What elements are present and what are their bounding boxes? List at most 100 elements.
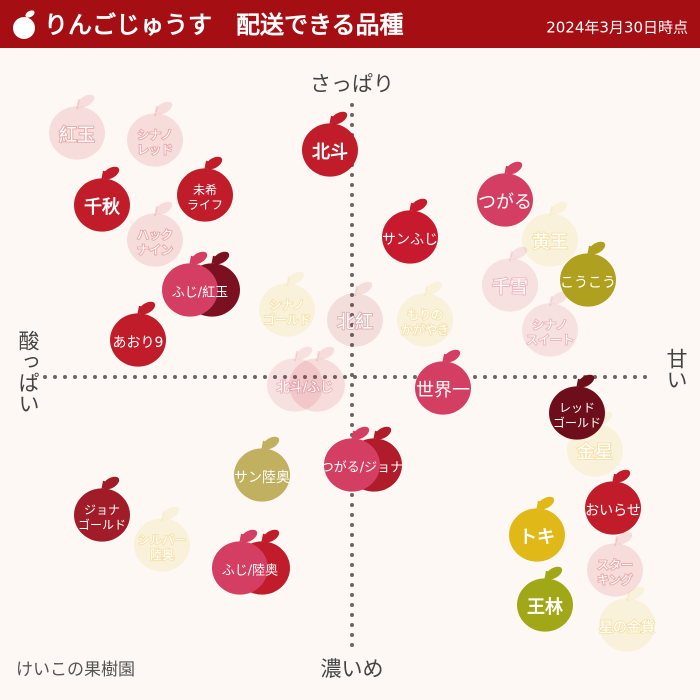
- apple-label: ナイン: [137, 243, 173, 257]
- apple-label: ライフ: [187, 198, 223, 212]
- apple-label: 金星: [577, 442, 613, 463]
- apple-label: ハック: [137, 228, 173, 242]
- apple-node: 星の金貨: [598, 586, 656, 652]
- apple-node: 王林: [517, 566, 573, 632]
- apple-node: 千雪: [482, 246, 538, 312]
- apple-node: おいらせ: [585, 469, 641, 535]
- apple-body: [517, 578, 573, 632]
- apple-node: 北斗: [302, 111, 358, 177]
- apple-label: 北紅: [337, 312, 373, 333]
- axis-top: さっぱり: [310, 72, 394, 96]
- apple-leaf: [240, 529, 258, 543]
- apple-node: 世界一: [415, 349, 471, 415]
- apple-stem: [76, 98, 80, 110]
- apple-leaf: [577, 374, 595, 388]
- apple-stem: [154, 205, 158, 217]
- apple-leaf: [355, 281, 373, 295]
- apple-body: [212, 541, 268, 595]
- apple-stem: [154, 105, 158, 117]
- apple-body: [560, 253, 616, 307]
- apple-label: スイート: [526, 333, 574, 347]
- apple-label: シナノ: [269, 298, 304, 312]
- apple-leaf: [588, 241, 606, 255]
- apple-node: サンふじ: [382, 198, 438, 264]
- apple-leaf: [374, 426, 392, 440]
- apple-label: つがる/ジョナ: [321, 461, 403, 476]
- apple-label: 星の金貨: [599, 619, 655, 636]
- apple-label: 千秋: [84, 196, 121, 218]
- apple-label: レッド: [137, 143, 173, 157]
- apple-body: [289, 358, 345, 412]
- apple-leaf: [295, 346, 313, 360]
- apple-label: トキ: [519, 527, 555, 548]
- apple-stem: [161, 510, 165, 522]
- apple-label: かがやき: [401, 322, 449, 337]
- apple-node: 黄王: [522, 201, 578, 267]
- apple-label: シナノ: [532, 318, 567, 332]
- apple-leaf: [102, 476, 120, 490]
- apple-body: [587, 543, 643, 597]
- apple-label: レッド: [559, 401, 595, 415]
- apple-label: 陸奥: [150, 548, 174, 562]
- apple-body: [477, 173, 533, 227]
- apple-leaf: [287, 271, 305, 285]
- apple-label: ゴールド: [553, 415, 601, 430]
- apple-body: [127, 213, 183, 267]
- header-icon: [13, 10, 35, 39]
- apple-leaf: [330, 111, 348, 125]
- apple-node: ふじ/紅玉: [162, 251, 240, 317]
- apple-node: 千秋: [74, 166, 130, 232]
- apple-label: ふじ/紅玉: [172, 286, 228, 301]
- apple-stem: [549, 205, 553, 217]
- apple-body: [327, 293, 383, 347]
- apple-label: こうこう: [560, 275, 616, 291]
- apple-stem: [424, 285, 428, 297]
- apple-node: こうこう: [560, 241, 616, 307]
- apple-body: [134, 518, 190, 572]
- apple-body: [110, 313, 166, 367]
- apple-label: サン陸奥: [234, 469, 290, 486]
- header-bar: [0, 0, 700, 48]
- apple-body: [509, 508, 565, 562]
- axis-left: 酸っぱい: [16, 330, 40, 414]
- apple-node: つがる: [477, 161, 533, 227]
- apple-body: [177, 168, 233, 222]
- apple-label: 北斗/ふじ: [277, 381, 333, 396]
- apple-stem: [614, 535, 618, 547]
- apple-leaf: [262, 436, 280, 450]
- apple-stem: [286, 275, 290, 287]
- apple-leaf: [410, 198, 428, 212]
- apple-label: スター: [597, 558, 633, 572]
- apple-leaf: [627, 586, 645, 600]
- apple-label: 王林: [527, 596, 563, 618]
- apple-node: トキ: [509, 496, 565, 562]
- apple-label: ふじ/陸奥: [222, 563, 278, 579]
- date: 2024年3月30日時点: [546, 19, 688, 37]
- apple-label: 千雪: [492, 277, 528, 298]
- apple-label: 北斗: [312, 142, 348, 163]
- apple-node: あおり9: [110, 301, 166, 367]
- apple-leaf: [262, 529, 280, 543]
- apple-label: 紅玉: [59, 125, 95, 146]
- apple-body: [74, 178, 130, 232]
- apple-body: [382, 210, 438, 264]
- apple-body: [302, 123, 358, 177]
- apple-leaf: [615, 531, 633, 545]
- apple-label: つがる: [478, 192, 532, 213]
- apple-label: 未希: [193, 182, 217, 197]
- apple-leaf: [550, 291, 568, 305]
- apple-leaf: [190, 251, 208, 265]
- apple-body: [415, 361, 471, 415]
- apple-body: [259, 283, 315, 337]
- apple-leaf: [545, 566, 563, 580]
- apple-leaf: [550, 201, 568, 215]
- apple-leaf: [162, 506, 180, 520]
- apple-leaf: [77, 94, 95, 108]
